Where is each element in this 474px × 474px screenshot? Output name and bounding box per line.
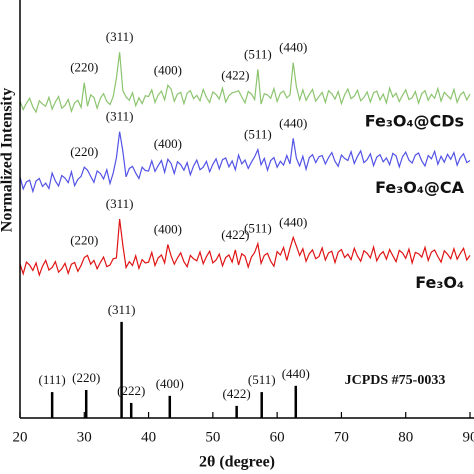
x-tick-label: 80 [398,429,413,445]
peak-label: (400) [154,62,182,77]
xrd-pattern [19,52,471,114]
reference-label: (511) [248,372,276,387]
peak-label: (440) [279,214,307,229]
reference-label: (222) [117,383,145,398]
x-tick-label: 20 [13,429,28,445]
x-tick-label: 90 [463,429,474,445]
peak-label: (220) [70,232,98,247]
reference-label: (440) [282,366,310,381]
x-tick-label: 30 [77,429,92,445]
series-label: Fe₃O₄@CA [375,178,464,197]
reference-label: (400) [156,376,184,391]
peak-label: (400) [154,222,182,237]
reference-label: (422) [223,386,251,401]
peak-label: (511) [244,127,272,142]
x-tick-label: 50 [205,429,220,445]
reference-name: JCPDS #75-0033 [345,373,446,388]
reference-label: (111) [39,372,66,387]
peak-label: (511) [244,46,272,61]
xrd-pattern [19,131,471,194]
reference-label: (311) [108,302,136,317]
x-tick-label: 70 [334,429,349,445]
peak-label: (311) [106,196,134,211]
x-tick-label: 60 [270,429,285,445]
peak-label: (440) [279,115,307,130]
peak-label: (422) [221,227,249,242]
peak-label: (440) [279,40,307,55]
peak-label: (511) [244,221,272,236]
y-axis-title: Normalized Intensity [0,88,16,232]
peak-label: (311) [106,29,134,44]
peak-label: (311) [106,109,134,124]
series-label: Fe₃O₄@CDs [365,112,464,131]
peak-label: (400) [154,136,182,151]
peak-label: (422) [221,68,249,83]
xrd-pattern [19,218,471,278]
series-label: Fe₃O₄ [415,273,464,292]
peak-label: (220) [70,60,98,75]
reference-label: (220) [72,370,100,385]
x-tick-label: 40 [141,429,156,445]
peak-label: (220) [70,144,98,159]
x-axis-title: 2θ (degree) [199,454,275,471]
